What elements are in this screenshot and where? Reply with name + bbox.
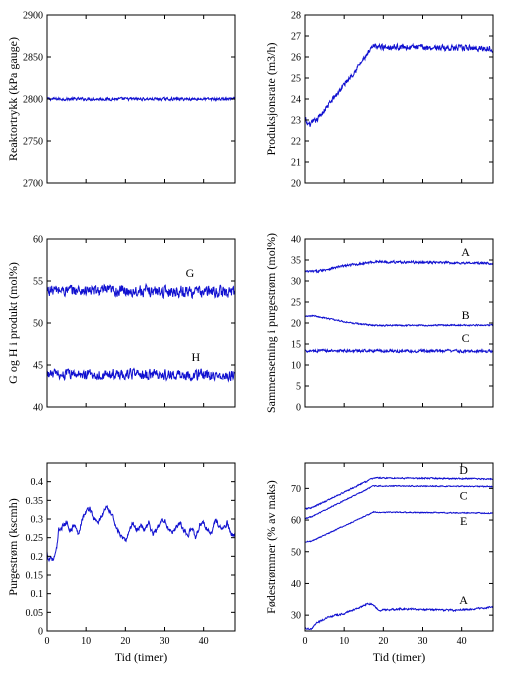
series-line-2 xyxy=(305,314,493,327)
y-tick-label: 45 xyxy=(33,361,43,372)
y-tick-label: 2850 xyxy=(23,53,43,64)
x-axis-label: Tid (timer) xyxy=(115,650,168,664)
x-tick-label: 20 xyxy=(378,636,388,647)
y-axis-label: Produksjonsrate (m3/h) xyxy=(264,43,278,156)
y-tick-label: 50 xyxy=(33,319,43,330)
series-annotation: E xyxy=(460,514,467,528)
y-tick-label: 40 xyxy=(33,403,43,414)
x-tick-label: 30 xyxy=(160,636,170,647)
y-tick-label: 20 xyxy=(291,179,301,190)
y-tick-label: 24 xyxy=(291,95,301,106)
y-tick-label: 25 xyxy=(291,74,301,85)
series-line-1 xyxy=(47,504,235,563)
x-tick-label: 10 xyxy=(81,636,91,647)
x-tick-label: 10 xyxy=(339,636,349,647)
chart-panel-2: 20 21 22 23 24 25 26 27 28 Produksjonsrate (m3/h) xyxy=(264,11,494,190)
series-group xyxy=(305,476,493,631)
y-tick-label: 26 xyxy=(291,53,301,64)
y-axis-label: G og H i produkt (mol%) xyxy=(6,262,20,384)
y-tick-label: 25 xyxy=(291,298,301,309)
axes-frame xyxy=(46,462,236,632)
y-tick-label: 22 xyxy=(291,137,301,148)
series-line-2 xyxy=(305,484,493,520)
series-annotation: B xyxy=(462,308,470,322)
y-tick-label: 70 xyxy=(291,484,301,495)
x-tick-label: 30 xyxy=(418,636,428,647)
y-tick-label: 40 xyxy=(291,235,301,246)
x-tick-label: 40 xyxy=(457,636,467,647)
series-group xyxy=(47,95,235,103)
y-tick-label: 10 xyxy=(291,361,301,372)
y-tick-label: 0.15 xyxy=(26,571,44,582)
series-line-2 xyxy=(47,367,235,383)
y-tick-label: 40 xyxy=(291,579,301,590)
y-axis-label: Reaktortrykk (kPa gauge) xyxy=(6,37,20,161)
chart-panel-5: 0 0.05 0.1 0.15 0.2 0.25 0.3 0.35 0.4 0 10 20 30 40 Pu… xyxy=(6,462,236,664)
y-tick-label: 20 xyxy=(291,319,301,330)
chart-panel-3: 40 45 50 55 60 G og H i produkt (mol%) G H xyxy=(6,235,236,414)
series-line-1 xyxy=(305,42,493,127)
y-tick-label: 60 xyxy=(33,235,43,246)
series-line-1 xyxy=(305,259,493,274)
series-annotation: C xyxy=(460,488,468,502)
series-line-3 xyxy=(305,510,493,543)
series-line-3 xyxy=(305,348,493,354)
series-group xyxy=(47,282,235,383)
y-tick-label: 0 xyxy=(38,627,43,638)
x-tick-label: 0 xyxy=(303,636,308,647)
y-tick-label: 0.25 xyxy=(26,533,44,544)
y-tick-label: 0.3 xyxy=(31,515,44,526)
y-tick-label: 35 xyxy=(291,256,301,267)
y-tick-label: 0 xyxy=(296,403,301,414)
y-tick-label: 2750 xyxy=(23,137,43,148)
series-annotation: A xyxy=(461,245,470,259)
series-annotation: G xyxy=(186,266,195,280)
series-group xyxy=(305,42,493,127)
y-tick-label: 15 xyxy=(291,340,301,351)
y-tick-label: 28 xyxy=(291,11,301,22)
series-line-1 xyxy=(47,95,235,103)
series-annotation: D xyxy=(459,463,468,477)
y-tick-label: 5 xyxy=(296,382,301,393)
y-tick-label: 2700 xyxy=(23,179,43,190)
y-tick-label: 0.1 xyxy=(31,589,44,600)
series-line-1 xyxy=(47,282,235,300)
series-line-4 xyxy=(305,602,493,631)
series-group xyxy=(305,259,493,354)
y-axis-label: Sammensetning i purgestrøm (mol%) xyxy=(264,233,278,413)
chart-panel-4: 0 5 10 15 20 25 30 35 40 Sammensetning i purgestr… xyxy=(264,233,494,414)
y-tick-label: 0.05 xyxy=(26,608,44,619)
y-tick-label: 21 xyxy=(291,158,301,169)
y-tick-label: 23 xyxy=(291,116,301,127)
y-tick-label: 60 xyxy=(291,516,301,527)
y-tick-label: 0.35 xyxy=(26,496,44,507)
series-line-1 xyxy=(305,476,493,511)
y-axis-label: Purgestrøm (kscmh) xyxy=(6,498,20,595)
chart-panel-6: 30 40 50 60 70 0 10 20 30 40 Fødestrømmer (% av ma… xyxy=(264,462,494,664)
y-tick-label: 0.2 xyxy=(31,552,44,563)
y-tick-label: 0.4 xyxy=(31,477,44,488)
chart-panel-1: 2700 2750 2800 2850 2900 Reaktortrykk (kPa ga… xyxy=(6,11,236,190)
y-tick-label: 27 xyxy=(291,32,301,43)
x-axis-label: Tid (timer) xyxy=(373,650,426,664)
x-tick-label: 0 xyxy=(45,636,50,647)
y-tick-label: 30 xyxy=(291,611,301,622)
y-axis-label: Fødestrømmer (% av maks) xyxy=(264,480,278,614)
series-annotation: C xyxy=(462,331,470,345)
y-tick-label: 2800 xyxy=(23,95,43,106)
y-tick-label: 2900 xyxy=(23,11,43,22)
axes-frame xyxy=(304,462,494,632)
y-tick-label: 50 xyxy=(291,547,301,558)
x-tick-label: 40 xyxy=(199,636,209,647)
axes-frame xyxy=(46,238,236,408)
series-annotation: H xyxy=(191,350,200,364)
x-tick-label: 20 xyxy=(120,636,130,647)
y-tick-label: 55 xyxy=(33,277,43,288)
series-group xyxy=(47,504,235,563)
y-tick-label: 30 xyxy=(291,277,301,288)
series-annotation: A xyxy=(459,593,468,607)
